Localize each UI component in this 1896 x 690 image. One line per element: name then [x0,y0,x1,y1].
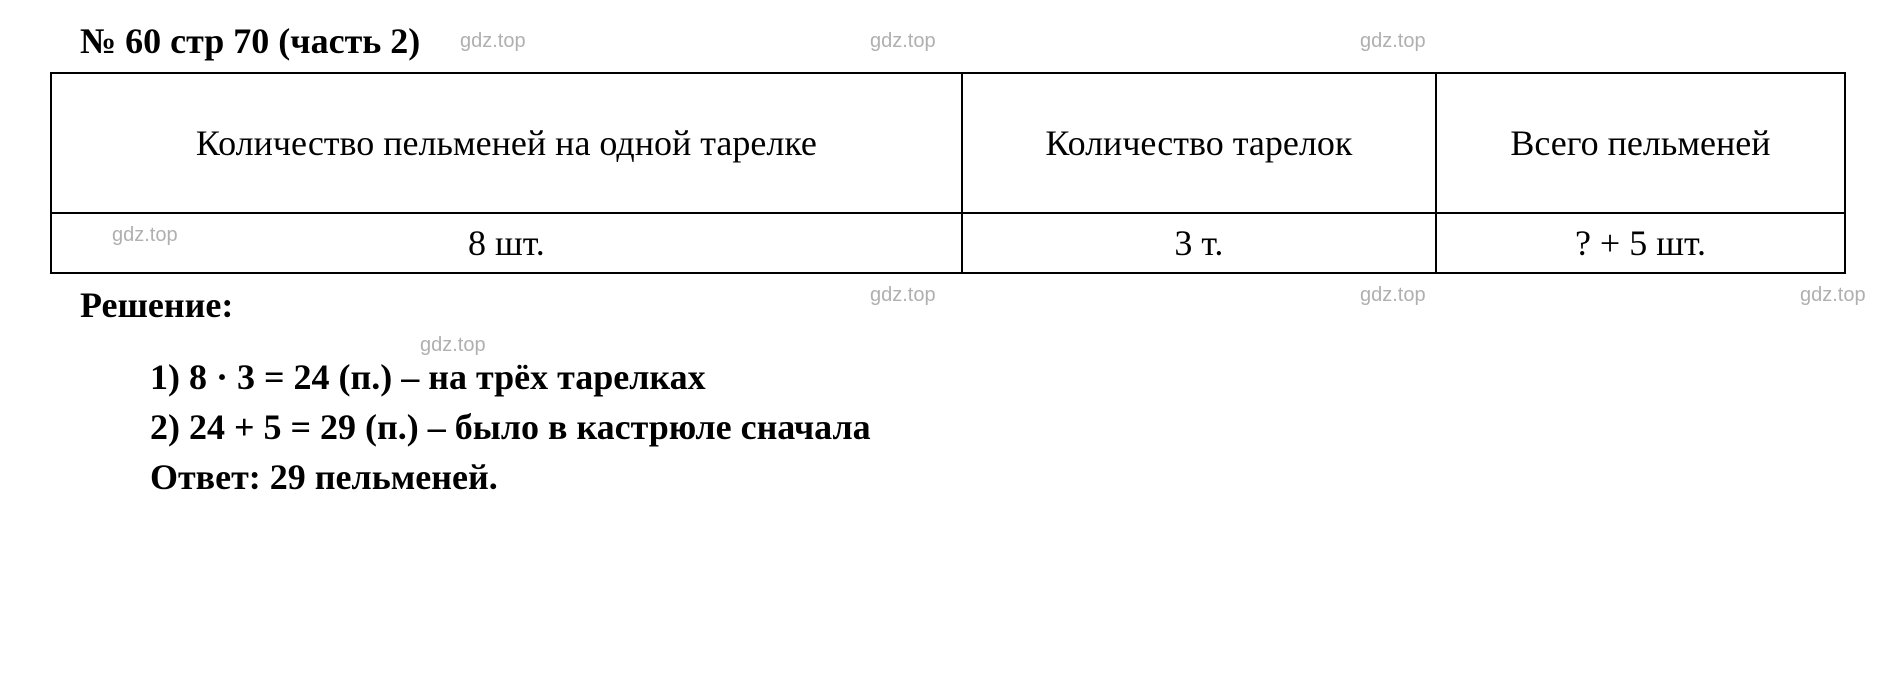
solution-step-2: 2) 24 + 5 = 29 (п.) – было в кастрюле сн… [150,406,1846,448]
table-cell-2: 3 т. [962,213,1436,273]
data-table: Количество пельменей на одной тарелке Ко… [50,72,1846,274]
watermark-mid-3: gdz.top [1800,284,1866,307]
solution-step-1: 1) 8 · 3 = 24 (п.) – на трёх тарелках [150,356,1846,398]
watermark-top-2: gdz.top [870,30,936,53]
solution-steps: 1) 8 · 3 = 24 (п.) – на трёх тарелках 2)… [50,356,1846,448]
exercise-title: № 60 стр 70 (часть 2) [50,20,1846,62]
table-cell-1: gdz.top 8 шт. [51,213,962,273]
table-header-row: Количество пельменей на одной тарелке Ко… [51,73,1845,213]
table-cell-1-value: 8 шт. [468,223,545,263]
table-header-col1: Количество пельменей на одной тарелке [51,73,962,213]
table-header-col2: Количество тарелок [962,73,1436,213]
watermark-mid-1: gdz.top [870,284,936,307]
solution-answer: Ответ: 29 пельменей. [50,456,1846,498]
watermark-top-3: gdz.top [1360,30,1426,53]
solution-label: Решение: [50,284,1846,326]
table-cell-3: ? + 5 шт. [1436,213,1845,273]
table-data-row: gdz.top 8 шт. 3 т. ? + 5 шт. [51,213,1845,273]
watermark-top-1: gdz.top [460,30,526,53]
watermark-steps: gdz.top [420,334,486,357]
watermark-mid-2: gdz.top [1360,284,1426,307]
table-header-col3: Всего пельменей [1436,73,1845,213]
watermark-cell-1: gdz.top [112,224,178,247]
